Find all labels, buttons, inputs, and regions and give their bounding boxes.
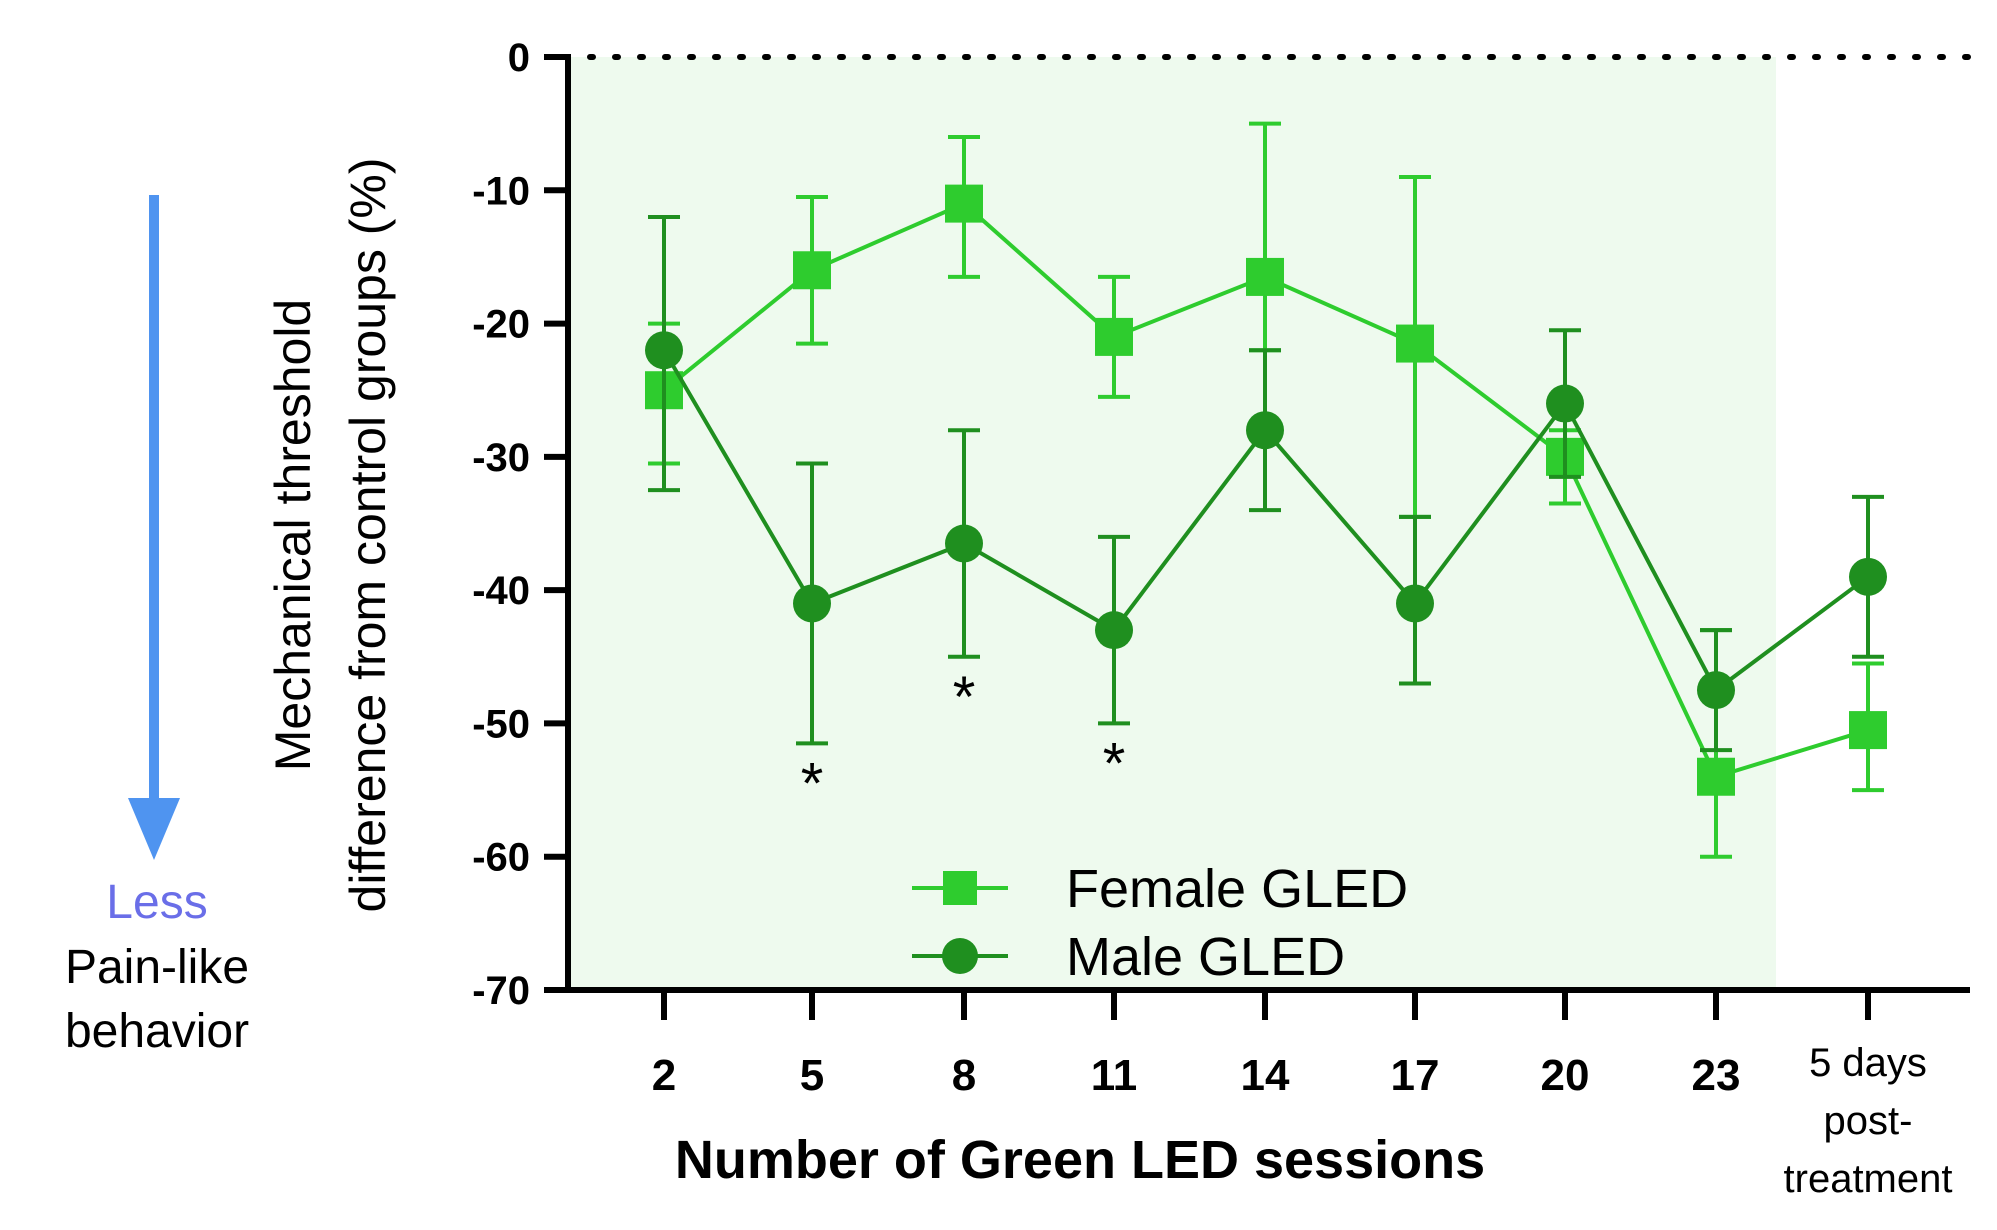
less-label: Less bbox=[106, 876, 207, 929]
y-tick-label: -30 bbox=[472, 436, 530, 480]
data-point-square bbox=[1246, 257, 1284, 296]
legend: Female GLED Male GLED bbox=[912, 859, 1408, 987]
legend-male-circle-marker bbox=[942, 938, 978, 974]
data-point-circle bbox=[645, 331, 683, 370]
x-tick-label: 11 bbox=[1091, 1051, 1138, 1100]
y-tick-label: -50 bbox=[472, 702, 530, 746]
x-tick-label-post-treatment: treatment bbox=[1784, 1157, 1953, 1201]
legend-female-label: Female GLED bbox=[1066, 859, 1408, 919]
x-tick-label: 14 bbox=[1241, 1051, 1290, 1100]
x-tick-label: 20 bbox=[1541, 1051, 1590, 1100]
data-point-circle bbox=[1697, 671, 1735, 710]
significance-markers: * * * bbox=[801, 665, 1126, 817]
x-tick-label-post-treatment: 5 days bbox=[1809, 1041, 1927, 1085]
data-point-square bbox=[793, 251, 831, 290]
y-tick-label: -70 bbox=[472, 969, 530, 1013]
data-point-square bbox=[1095, 317, 1133, 356]
data-point-circle bbox=[1849, 557, 1887, 596]
data-point-square bbox=[945, 184, 983, 223]
data-point-circle bbox=[1095, 611, 1133, 650]
data-point-circle bbox=[1546, 384, 1584, 423]
legend-male-label: Male GLED bbox=[1066, 927, 1345, 987]
y-tick-label: 0 bbox=[508, 36, 530, 80]
series-layer bbox=[645, 121, 1887, 859]
legend-female-square-marker bbox=[943, 871, 977, 905]
data-point-square bbox=[1396, 324, 1434, 363]
x-tick-label: 5 bbox=[800, 1051, 824, 1100]
series-male-gled bbox=[645, 214, 1887, 753]
x-tick-label: 23 bbox=[1692, 1051, 1741, 1100]
data-point-circle bbox=[945, 524, 983, 563]
x-tick-label: 2 bbox=[652, 1051, 676, 1100]
y-axis-title-line-1: Mechanical threshold bbox=[265, 299, 321, 772]
y-axis-title-line-2: difference from control groups (%) bbox=[340, 158, 396, 913]
data-point-circle bbox=[1246, 411, 1284, 450]
data-point-circle bbox=[793, 584, 831, 623]
pain-direction-annotation: Less Pain-like behavior bbox=[65, 195, 249, 1058]
y-axis-ticks: 0 -10 -20 -30 -40 -50 -60 -70 bbox=[472, 36, 568, 1013]
data-point-square bbox=[1849, 711, 1887, 750]
y-tick-label: -40 bbox=[472, 569, 530, 613]
significance-star: * bbox=[801, 751, 824, 816]
down-arrow-icon bbox=[128, 798, 180, 860]
significance-star: * bbox=[1103, 731, 1126, 796]
behavior-label: behavior bbox=[65, 1005, 249, 1058]
treatment-region-shading bbox=[568, 57, 1776, 990]
significance-star: * bbox=[953, 665, 976, 730]
y-tick-label: -20 bbox=[472, 303, 530, 347]
x-tick-label-post-treatment: post- bbox=[1824, 1099, 1913, 1143]
y-tick-label: -60 bbox=[472, 836, 530, 880]
x-axis-title: Number of Green LED sessions bbox=[675, 1130, 1485, 1190]
pain-like-label: Pain-like bbox=[65, 941, 249, 994]
x-tick-label: 17 bbox=[1391, 1051, 1440, 1100]
x-axis-ticks: 2 5 8 11 14 17 20 23 5 days post-treatment bbox=[652, 990, 1953, 1201]
y-tick-label: -10 bbox=[472, 169, 530, 213]
x-tick-label: 8 bbox=[952, 1051, 976, 1100]
data-point-circle bbox=[1396, 584, 1434, 623]
data-point-square bbox=[1697, 757, 1735, 796]
